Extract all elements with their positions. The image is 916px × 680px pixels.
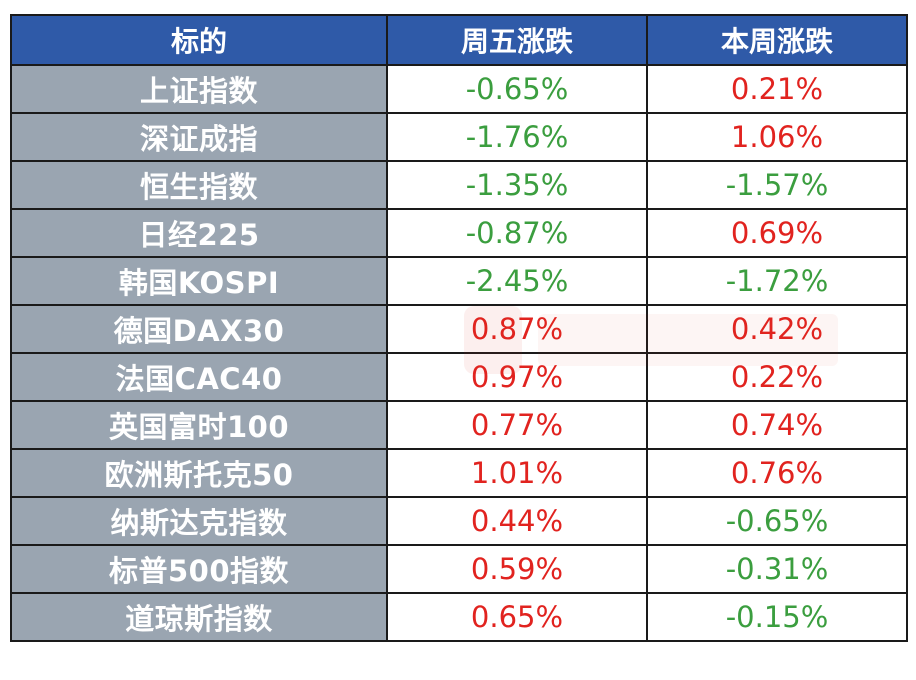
table-row: 恒生指数 -1.35% -1.57% xyxy=(10,160,908,210)
asset-name-cell: 纳斯达克指数 xyxy=(10,496,388,546)
table-row: 上证指数 -0.65% 0.21% xyxy=(10,64,908,114)
table-row: 深证成指 -1.76% 1.06% xyxy=(10,112,908,162)
weekly-change-cell: 0.22% xyxy=(646,352,908,402)
friday-change-cell: 0.59% xyxy=(386,544,648,594)
friday-change-cell: -0.65% xyxy=(386,64,648,114)
table-body: 上证指数 -0.65% 0.21% 深证成指 -1.76% 1.06% 恒生指数 -1.35%… xyxy=(10,64,908,642)
friday-change-cell: 0.87% xyxy=(386,304,648,354)
market-change-table: 标的 周五涨跌 本周涨跌 上证指数 -0.65% 0.21% 深证成指 -1.76% 1.… xyxy=(10,14,908,642)
friday-change-cell: 0.97% xyxy=(386,352,648,402)
friday-change-cell: 0.65% xyxy=(386,592,648,642)
asset-name-cell: 英国富时100 xyxy=(10,400,388,450)
asset-name-cell: 深证成指 xyxy=(10,112,388,162)
weekly-change-cell: -0.31% xyxy=(646,544,908,594)
table-header: 标的 周五涨跌 本周涨跌 xyxy=(10,14,908,66)
weekly-change-cell: 0.74% xyxy=(646,400,908,450)
table-row: 日经225 -0.87% 0.69% xyxy=(10,208,908,258)
asset-name-cell: 恒生指数 xyxy=(10,160,388,210)
asset-name-cell: 上证指数 xyxy=(10,64,388,114)
table-row: 纳斯达克指数 0.44% -0.65% xyxy=(10,496,908,546)
table-row: 标普500指数 0.59% -0.31% xyxy=(10,544,908,594)
asset-name-cell: 德国DAX30 xyxy=(10,304,388,354)
friday-change-cell: -1.35% xyxy=(386,160,648,210)
friday-change-cell: 0.77% xyxy=(386,400,648,450)
weekly-change-cell: 0.76% xyxy=(646,448,908,498)
asset-name-cell: 法国CAC40 xyxy=(10,352,388,402)
asset-name-cell: 欧洲斯托克50 xyxy=(10,448,388,498)
asset-name-cell: 道琼斯指数 xyxy=(10,592,388,642)
table-row: 欧洲斯托克50 1.01% 0.76% xyxy=(10,448,908,498)
weekly-change-cell: -1.72% xyxy=(646,256,908,306)
friday-change-cell: -0.87% xyxy=(386,208,648,258)
column-header-weekly-change: 本周涨跌 xyxy=(646,14,908,66)
column-header-friday-change: 周五涨跌 xyxy=(386,14,648,66)
table-row: 英国富时100 0.77% 0.74% xyxy=(10,400,908,450)
weekly-change-cell: -1.57% xyxy=(646,160,908,210)
asset-name-cell: 标普500指数 xyxy=(10,544,388,594)
asset-name-cell: 韩国KOSPI xyxy=(10,256,388,306)
header-row: 标的 周五涨跌 本周涨跌 xyxy=(10,14,908,66)
weekly-change-cell: -0.15% xyxy=(646,592,908,642)
weekly-change-cell: 0.69% xyxy=(646,208,908,258)
table-row: 韩国KOSPI -2.45% -1.72% xyxy=(10,256,908,306)
table-row: 法国CAC40 0.97% 0.22% xyxy=(10,352,908,402)
weekly-change-cell: 0.21% xyxy=(646,64,908,114)
friday-change-cell: -2.45% xyxy=(386,256,648,306)
table-row: 德国DAX30 0.87% 0.42% xyxy=(10,304,908,354)
column-header-asset: 标的 xyxy=(10,14,388,66)
asset-name-cell: 日经225 xyxy=(10,208,388,258)
weekly-change-cell: 0.42% xyxy=(646,304,908,354)
weekly-change-cell: -0.65% xyxy=(646,496,908,546)
weekly-change-cell: 1.06% xyxy=(646,112,908,162)
friday-change-cell: 1.01% xyxy=(386,448,648,498)
friday-change-cell: -1.76% xyxy=(386,112,648,162)
table-row: 道琼斯指数 0.65% -0.15% xyxy=(10,592,908,642)
friday-change-cell: 0.44% xyxy=(386,496,648,546)
